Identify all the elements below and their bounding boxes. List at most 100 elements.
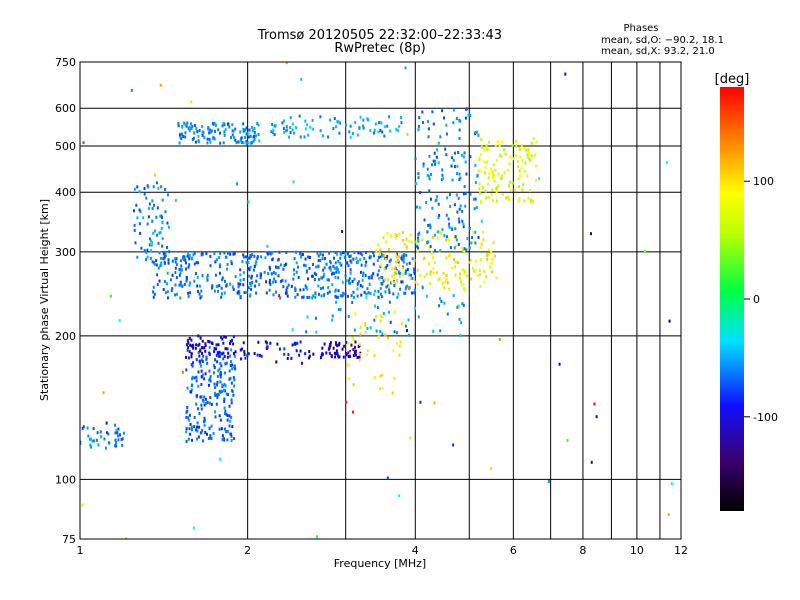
data-point <box>323 272 326 276</box>
data-point <box>334 261 337 265</box>
data-point <box>209 130 212 134</box>
data-point <box>354 120 357 124</box>
data-point <box>285 288 288 292</box>
data-point <box>434 162 437 166</box>
data-point <box>201 359 204 363</box>
data-point <box>291 122 294 126</box>
data-point <box>201 428 204 432</box>
data-point <box>428 281 431 285</box>
data-point <box>394 236 397 240</box>
data-point <box>430 251 433 255</box>
data-point <box>226 418 229 422</box>
data-point <box>199 336 202 340</box>
data-point <box>308 350 311 354</box>
data-point <box>478 269 481 273</box>
data-point <box>472 230 475 234</box>
data-point <box>461 246 464 250</box>
data-point <box>299 288 302 292</box>
data-point <box>249 293 252 297</box>
data-point <box>249 254 252 258</box>
data-point <box>419 274 422 278</box>
data-point <box>480 137 483 141</box>
data-point <box>396 252 399 256</box>
data-point <box>177 122 180 126</box>
data-point <box>206 276 209 280</box>
data-point <box>532 137 535 141</box>
data-point <box>201 339 204 343</box>
data-point <box>505 196 508 200</box>
data-point <box>188 413 191 417</box>
data-point <box>156 273 159 277</box>
data-point <box>364 264 367 268</box>
data-point <box>380 275 383 279</box>
data-point <box>344 292 347 296</box>
data-point <box>219 362 222 366</box>
data-point <box>246 353 249 357</box>
data-point <box>513 188 516 192</box>
data-point <box>199 431 202 435</box>
data-point <box>179 271 182 275</box>
data-point <box>396 270 399 274</box>
data-point <box>366 327 369 331</box>
data-point <box>174 266 177 270</box>
data-point <box>457 242 460 246</box>
data-point <box>485 196 488 200</box>
data-point <box>405 253 408 257</box>
data-point <box>339 261 342 265</box>
data-point <box>159 264 162 268</box>
data-point <box>102 391 105 395</box>
data-point <box>425 294 428 298</box>
data-point <box>337 343 340 347</box>
data-point <box>566 438 569 442</box>
data-point <box>149 256 152 260</box>
data-point <box>440 178 443 182</box>
data-point <box>527 154 530 158</box>
data-point <box>392 292 395 296</box>
data-point <box>446 280 449 284</box>
data-point <box>164 210 167 214</box>
data-point <box>349 271 352 275</box>
data-point <box>417 315 420 319</box>
data-point <box>379 330 382 334</box>
data-point <box>232 252 235 256</box>
data-point <box>333 351 336 355</box>
data-point <box>224 371 227 375</box>
data-point <box>534 164 537 168</box>
data-point <box>345 400 348 404</box>
x-tick-label: 10 <box>630 544 644 557</box>
data-point <box>229 360 232 364</box>
data-point <box>445 273 448 277</box>
data-point <box>138 190 141 194</box>
data-point <box>386 232 389 236</box>
data-point <box>443 116 446 120</box>
data-point <box>360 263 363 267</box>
data-point <box>283 352 286 356</box>
data-point <box>459 119 462 123</box>
data-point <box>429 197 432 201</box>
data-point <box>185 343 188 347</box>
data-point <box>226 413 229 417</box>
data-point <box>283 263 286 267</box>
data-point <box>327 278 330 282</box>
data-point <box>286 286 289 290</box>
data-point <box>157 266 160 270</box>
data-point <box>396 341 399 345</box>
data-point <box>195 358 198 362</box>
data-point <box>462 248 465 252</box>
data-point <box>206 141 209 145</box>
data-point <box>96 431 99 435</box>
data-point <box>320 294 323 298</box>
data-point <box>378 250 381 254</box>
data-point <box>230 415 233 419</box>
data-point <box>114 444 117 448</box>
data-point <box>222 357 225 361</box>
data-point <box>171 287 174 291</box>
data-point <box>236 140 239 144</box>
data-point <box>252 135 255 139</box>
data-point <box>266 251 269 255</box>
data-point <box>197 261 200 265</box>
data-point <box>328 347 331 351</box>
data-point <box>496 140 499 144</box>
data-point <box>161 244 164 248</box>
data-point <box>462 192 465 196</box>
